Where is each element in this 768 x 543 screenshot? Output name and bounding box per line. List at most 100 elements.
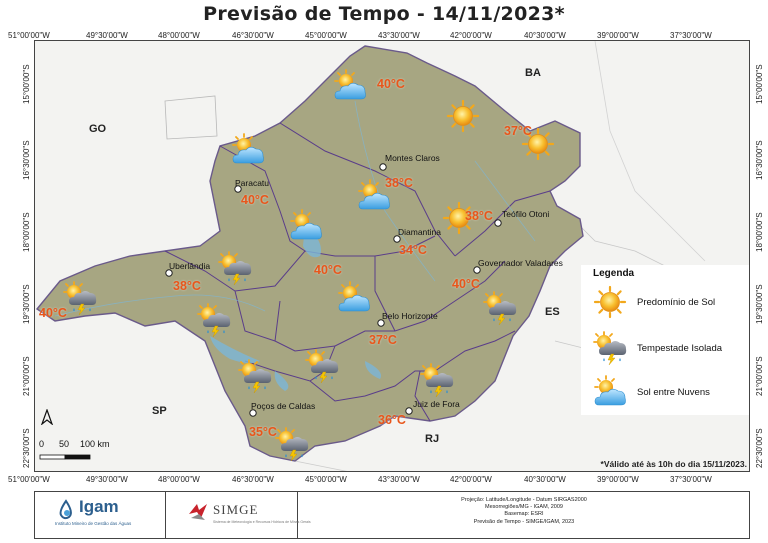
- sun-clouds-icon: [594, 375, 627, 406]
- temperature-label: 38°C: [465, 209, 493, 223]
- legend-item-storm: Tempestade Isolada: [593, 331, 749, 367]
- sun-storm-icon: [420, 363, 454, 397]
- state-label-ba: BA: [525, 67, 541, 79]
- scale-label-mid: 50: [59, 439, 70, 449]
- latitude-label: 15°00'00"S: [22, 64, 31, 104]
- longitude-label: 49°30'00"W: [86, 31, 128, 40]
- city-label-uberlandia: Uberlândia: [169, 261, 211, 271]
- state-label-go: GO: [89, 123, 107, 135]
- map-credits: Projeção: Latitude/Longitude - Datum SIR…: [297, 497, 751, 526]
- longitude-label: 37°30'00"W: [670, 31, 712, 40]
- footer: Igam Instituto Mineiro de Gestão das Águ…: [34, 491, 750, 539]
- sun-storm-icon: [63, 281, 97, 315]
- longitude-label: 48°00'00"W: [158, 475, 200, 484]
- temperature-label: 38°C: [385, 176, 413, 190]
- credit-line: Previsão de Tempo - SIMGE/IGAM, 2023: [473, 518, 575, 525]
- temperature-label: 38°C: [173, 279, 201, 293]
- state-label-sp: SP: [152, 405, 167, 417]
- temperature-label: 40°C: [452, 277, 480, 291]
- credit-line: Projeção: Latitude/Longitude - Datum SIR…: [461, 497, 587, 503]
- longitude-label: 43°30'00"W: [378, 31, 420, 40]
- longitude-label: 42°00'00"W: [450, 31, 492, 40]
- temperature-label: 40°C: [39, 306, 67, 320]
- latitude-label: 19°30'00"S: [22, 284, 31, 324]
- state-label-es: ES: [545, 306, 560, 318]
- igam-drop-icon: [59, 499, 72, 520]
- map-frame: GO BA SP ES RJ Montes Claros Paracatu Di…: [34, 40, 750, 472]
- base-map: [35, 41, 749, 471]
- latitude-label: 16°30'00"S: [22, 140, 31, 180]
- temperature-label: 40°C: [377, 77, 405, 91]
- legend-item-sun-clouds: Sol entre Nuvens: [593, 375, 749, 411]
- longitude-label: 39°00'00"W: [597, 475, 639, 484]
- latitude-label: 22°30'00"S: [22, 428, 31, 468]
- temperature-label: 35°C: [249, 425, 277, 439]
- longitude-label: 49°30'00"W: [86, 475, 128, 484]
- sun-storm-icon: [275, 427, 309, 461]
- latitude-label: 16°30'00"S: [755, 140, 764, 180]
- sun-icon: [593, 285, 627, 319]
- credit-line: Basemap: ESRI: [504, 511, 544, 518]
- simge-name: SIMGE: [213, 502, 259, 517]
- latitude-label: 22°30'00"S: [755, 428, 764, 468]
- longitude-label: 51°00'00"W: [8, 31, 50, 40]
- temperature-label: 37°C: [504, 124, 532, 138]
- latitude-label: 21°00'00"S: [22, 356, 31, 396]
- sun-storm-icon: [593, 331, 628, 366]
- state-label-rj: RJ: [425, 433, 440, 445]
- longitude-label: 45°00'00"W: [305, 475, 347, 484]
- longitude-label: 43°30'00"W: [378, 475, 420, 484]
- scale-bar: [39, 454, 91, 460]
- temperature-label: 40°C: [314, 263, 342, 277]
- igam-name: Igam: [79, 497, 119, 516]
- latitude-label: 15°00'00"S: [755, 64, 764, 104]
- legend-label: Predomínio de Sol: [637, 297, 716, 308]
- city-markers: [165, 163, 502, 417]
- longitude-label: 40°30'00"W: [524, 31, 566, 40]
- temperature-label: 36°C: [378, 413, 406, 427]
- legend-label: Tempestade Isolada: [637, 343, 723, 354]
- sun-storm-icon: [483, 291, 517, 325]
- north-arrow-icon: [41, 409, 53, 425]
- longitude-label: 48°00'00"W: [158, 31, 200, 40]
- city-label-belo-horizonte: Belo Horizonte: [382, 311, 438, 321]
- latitude-label: 21°00'00"S: [755, 356, 764, 396]
- legend-title: Legenda: [593, 268, 635, 279]
- longitude-label: 39°00'00"W: [597, 31, 639, 40]
- longitude-label: 46°30'00"W: [232, 475, 274, 484]
- latitude-label: 18°00'00"S: [22, 212, 31, 252]
- sun-clouds-icon: [232, 133, 265, 164]
- longitude-label: 51°00'00"W: [8, 475, 50, 484]
- city-label-juiz-de-fora: Juiz de Fora: [413, 399, 460, 409]
- scale-label-end: 100 km: [80, 439, 110, 449]
- city-label-pocos-de-caldas: Poços de Caldas: [251, 401, 316, 411]
- sun-storm-icon: [218, 251, 252, 285]
- simge-logo-icon: [189, 504, 207, 520]
- legend-box: Legenda Predomínio de Sol Tempestade Iso…: [581, 265, 749, 415]
- validity-note: *Válido até às 10h do dia 15/11/2023.: [600, 459, 747, 469]
- sun-storm-icon: [197, 303, 231, 337]
- simge-subtitle: Sistema de Meteorologia e Recursos Hídri…: [213, 520, 311, 524]
- longitude-label: 42°00'00"W: [450, 475, 492, 484]
- longitude-label: 46°30'00"W: [232, 31, 274, 40]
- sun-clouds-icon: [334, 69, 367, 100]
- latitude-label: 19°30'00"S: [755, 284, 764, 324]
- legend-label: Sol entre Nuvens: [637, 387, 710, 398]
- credit-line: Mesorregiões/MG - IGAM, 2009: [485, 504, 563, 511]
- city-label-teofilo-otoni: Teófilo Otoni: [502, 209, 550, 219]
- latitude-label: 18°00'00"S: [755, 212, 764, 252]
- city-label-montes-claros: Montes Claros: [385, 153, 440, 163]
- city-label-diamantina: Diamantina: [398, 227, 441, 237]
- longitude-label: 40°30'00"W: [524, 475, 566, 484]
- temperature-label: 34°C: [399, 243, 427, 257]
- sun-storm-icon: [305, 349, 339, 383]
- igam-subtitle: Instituto Mineiro de Gestão das Águas: [55, 521, 132, 526]
- scale-label-zero: 0: [39, 439, 45, 449]
- temperature-label: 37°C: [369, 333, 397, 347]
- city-label-governador-valadares: Governador Valadares: [478, 258, 563, 268]
- longitude-label: 37°30'00"W: [670, 475, 712, 484]
- sun-clouds-icon: [290, 209, 323, 240]
- sun-icon: [446, 99, 480, 133]
- temperature-label: 40°C: [241, 193, 269, 207]
- footer-divider: [165, 492, 166, 538]
